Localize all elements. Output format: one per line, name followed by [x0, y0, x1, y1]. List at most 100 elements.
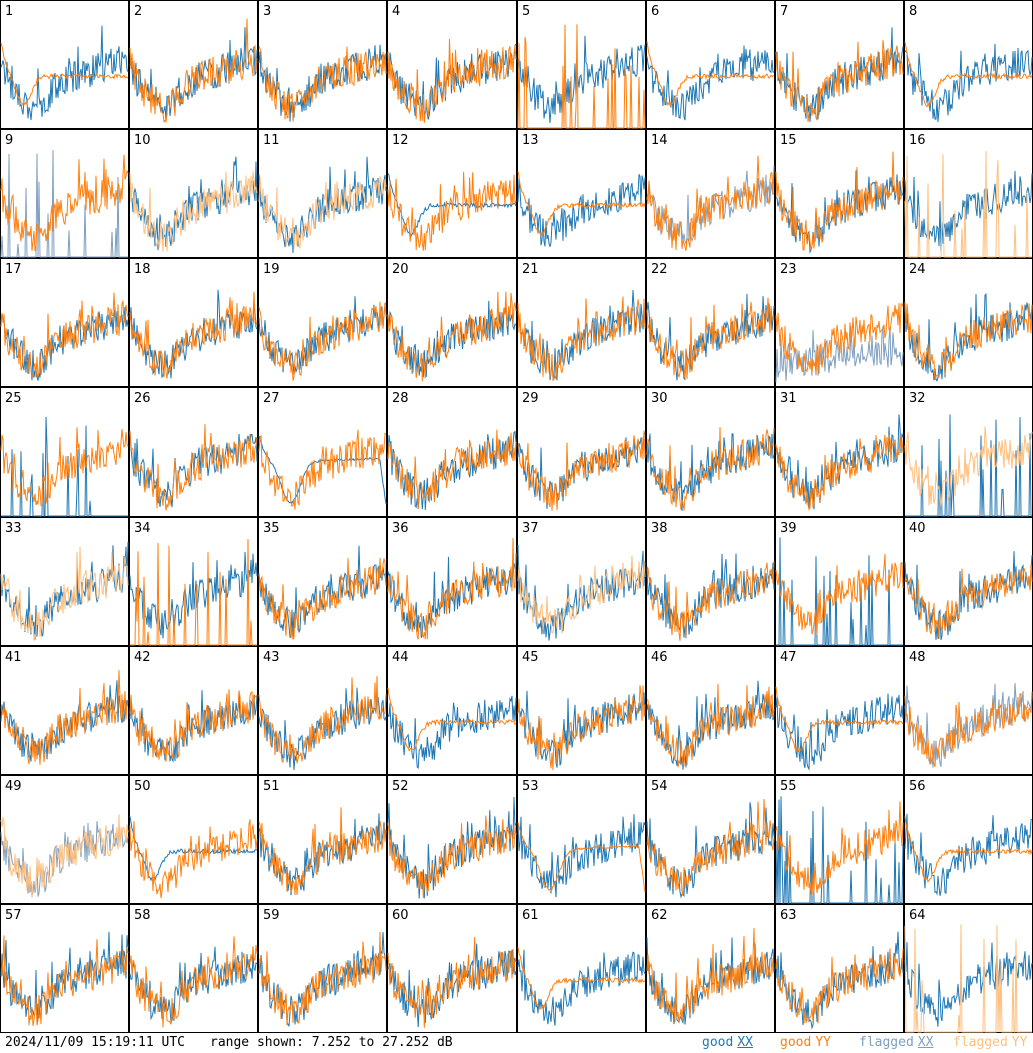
panel-label: 25 — [5, 391, 22, 406]
panel-label: 16 — [909, 133, 926, 148]
yy-trace — [130, 538, 257, 646]
yy-trace — [646, 155, 775, 251]
panel-28: 28 — [387, 387, 517, 517]
panel-37: 37 — [517, 517, 646, 646]
legend-flagged-xx: flagged XX — [859, 1033, 933, 1053]
panel-33: 33 — [0, 517, 129, 646]
panel-43: 43 — [258, 646, 387, 775]
panel-7: 7 — [775, 0, 904, 129]
panel-46: 46 — [646, 646, 775, 775]
panel-label: 42 — [134, 650, 151, 665]
legend-good-xx: good XX — [702, 1033, 753, 1053]
panel-64: 64 — [904, 904, 1033, 1033]
yy-trace — [904, 564, 1033, 640]
panel-34: 34 — [129, 517, 258, 646]
legend-flagged-yy-status: flagged — [953, 1035, 1008, 1050]
panel-label: 53 — [522, 779, 539, 794]
xx-trace — [387, 695, 517, 769]
panel-47: 47 — [775, 646, 904, 775]
legend-good-yy-pol: YY — [815, 1035, 831, 1050]
panel-13: 13 — [517, 129, 646, 258]
panel-label: 52 — [392, 779, 409, 794]
yy-trace — [258, 931, 387, 1026]
xx-trace — [904, 293, 1033, 383]
panel-label: 4 — [392, 4, 400, 19]
panel-label: 62 — [651, 908, 668, 923]
xx-trace — [904, 170, 1033, 252]
panel-22: 22 — [646, 258, 775, 387]
panel-label: 60 — [392, 908, 409, 923]
xx-trace — [1, 416, 128, 517]
timestamp: 2024/11/09 15:19:11 UTC — [5, 1035, 186, 1050]
legend-good-yy-status: good — [780, 1035, 812, 1050]
panel-label: 59 — [263, 908, 280, 923]
panel-30: 30 — [646, 387, 775, 517]
yy-trace — [387, 537, 517, 640]
yy-trace — [387, 291, 517, 382]
panel-frame — [0, 517, 129, 646]
panel-frame — [775, 258, 904, 387]
panel-54: 54 — [646, 775, 775, 904]
panel-24: 24 — [904, 258, 1033, 387]
panel-58: 58 — [129, 904, 258, 1033]
xx-trace — [905, 414, 1032, 517]
panel-label: 61 — [522, 908, 539, 923]
panel-17: 17 — [0, 258, 129, 387]
yy-trace — [775, 801, 904, 897]
yy-trace — [0, 427, 129, 507]
xx-trace — [387, 556, 517, 639]
panel-15: 15 — [775, 129, 904, 258]
panel-50: 50 — [129, 775, 258, 904]
panel-52: 52 — [387, 775, 517, 904]
panel-25: 25 — [0, 387, 129, 517]
xx-trace — [0, 149, 128, 258]
yy-trace — [904, 691, 1033, 767]
yy-trace — [775, 686, 904, 753]
panel-label: 32 — [909, 391, 926, 406]
panel-label: 36 — [392, 521, 409, 536]
panel-label: 55 — [780, 779, 797, 794]
yy-trace — [646, 798, 775, 897]
yy-trace — [775, 434, 904, 511]
panel-45: 45 — [517, 646, 646, 775]
panel-label: 45 — [522, 650, 539, 665]
yy-trace — [775, 553, 904, 635]
panel-frame — [646, 0, 775, 129]
yy-trace — [258, 429, 387, 510]
panel-61: 61 — [517, 904, 646, 1033]
panel-56: 56 — [904, 775, 1033, 904]
xx-trace — [387, 796, 517, 899]
panel-label: 57 — [5, 908, 22, 923]
xx-trace — [517, 949, 646, 1026]
panel-label: 44 — [392, 650, 409, 665]
panel-label: 29 — [522, 391, 539, 406]
yy-trace — [904, 41, 1033, 108]
legend-flagged-xx-status: flagged — [859, 1035, 914, 1050]
yy-trace — [129, 936, 258, 1028]
panel-label: 28 — [392, 391, 409, 406]
panel-label: 38 — [651, 521, 668, 536]
yy-trace — [258, 807, 387, 895]
yy-trace — [646, 928, 775, 1023]
panel-42: 42 — [129, 646, 258, 775]
panel-frame — [904, 129, 1033, 258]
panel-label: 3 — [263, 4, 271, 19]
panel-63: 63 — [775, 904, 904, 1033]
panel-label: 18 — [134, 262, 151, 277]
panel-frame — [775, 387, 904, 517]
panel-35: 35 — [258, 517, 387, 646]
panel-31: 31 — [775, 387, 904, 517]
panel-23: 23 — [775, 258, 904, 387]
yy-trace — [258, 46, 387, 122]
panel-32: 32 — [904, 387, 1033, 517]
xx-trace — [258, 545, 387, 638]
panel-label: 40 — [909, 521, 926, 536]
xx-trace — [904, 43, 1033, 123]
panel-18: 18 — [129, 258, 258, 387]
panel-59: 59 — [258, 904, 387, 1033]
xx-trace — [646, 165, 775, 245]
panel-5: 5 — [517, 0, 646, 129]
panel-frame — [517, 129, 646, 258]
panel-48: 48 — [904, 646, 1033, 775]
xx-trace — [129, 551, 258, 639]
